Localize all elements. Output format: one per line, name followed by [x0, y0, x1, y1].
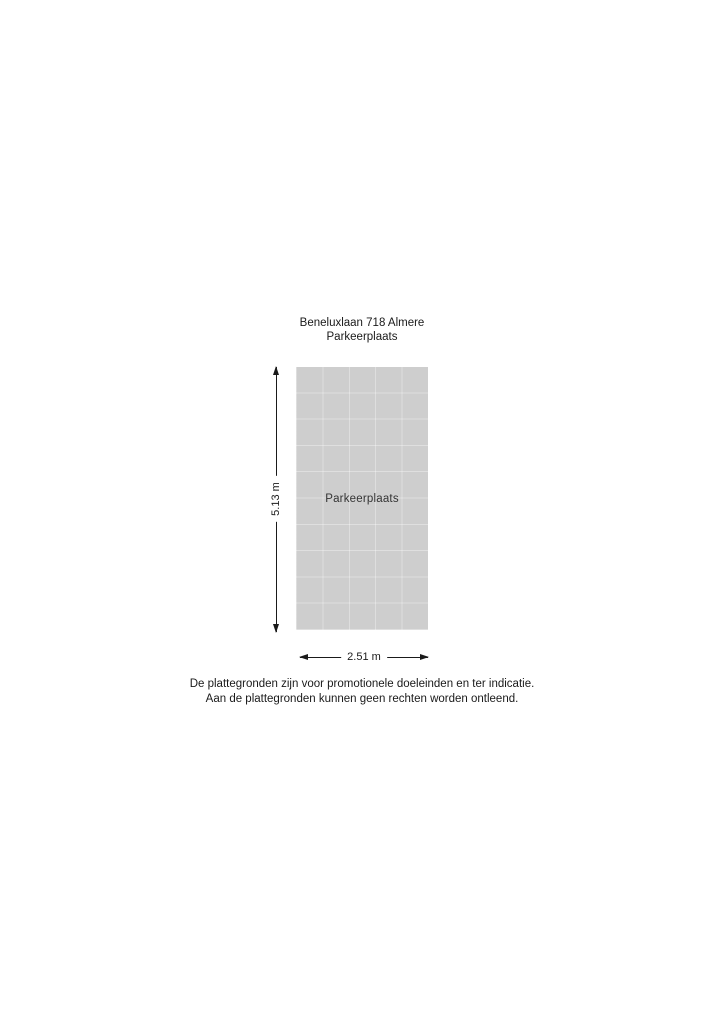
plan-title: Beneluxlaan 718 Almere Parkeerplaats	[0, 316, 724, 344]
arrow-right-icon	[420, 654, 429, 660]
plan-title-subtitle: Parkeerplaats	[326, 331, 398, 343]
arrow-left-icon	[299, 654, 308, 660]
height-dimension-label: 5.13 m	[269, 476, 283, 522]
parking-space-rect: Parkeerplaats	[296, 367, 428, 630]
arrow-down-icon	[273, 624, 279, 633]
arrow-up-icon	[273, 366, 279, 375]
plan-title-address: Beneluxlaan 718 Almere	[299, 317, 425, 329]
disclaimer-line-1: De plattegronden zijn voor promotionele …	[189, 678, 535, 690]
width-dimension-label: 2.51 m	[341, 650, 387, 664]
disclaimer-line-2: Aan de plattegronden kunnen geen rechten…	[205, 692, 519, 705]
room-label: Parkeerplaats	[325, 492, 399, 505]
disclaimer: De plattegronden zijn voor promotionele …	[0, 677, 724, 706]
